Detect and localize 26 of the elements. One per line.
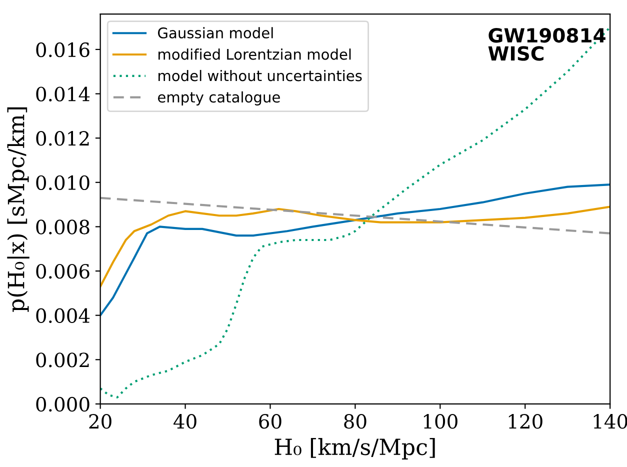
x-tick-label: 80 [344,414,366,429]
y-tick-label: 0.000 [36,396,90,412]
y-tick-label: 0.004 [36,308,90,323]
y-tick-label: 0.016 [36,42,90,58]
legend-label: Gaussian model [158,27,273,38]
y-tick-label: 0.006 [36,264,90,279]
line-series [100,206,610,288]
line-series [100,26,610,398]
y-tick-label: 0.002 [36,352,89,368]
x-tick-label: 60 [259,414,282,429]
x-tick-label: 40 [174,414,196,429]
y-tick-label: 0.014 [36,86,90,102]
x-axis-title: H₀ [km/s/Mpc] [274,438,435,460]
x-tick-label: 20 [89,414,112,429]
line-series [100,184,610,316]
legend-label: modified Lorentzian model [158,48,351,60]
x-tick-label: 120 [508,414,542,429]
y-axis-title: p(H₀|x) [sMpc/km] [7,107,30,312]
legend-label: model without uncertainties [158,70,362,82]
annotation: GW190814 WISC [488,28,606,61]
y-tick-label: 0.010 [36,175,90,190]
y-tick-label: 0.012 [36,131,89,146]
x-tick-label: 100 [424,414,458,429]
x-tick-label: 140 [594,414,627,429]
legend-label: empty catalogue [158,91,280,106]
y-tick-label: 0.008 [36,220,90,234]
